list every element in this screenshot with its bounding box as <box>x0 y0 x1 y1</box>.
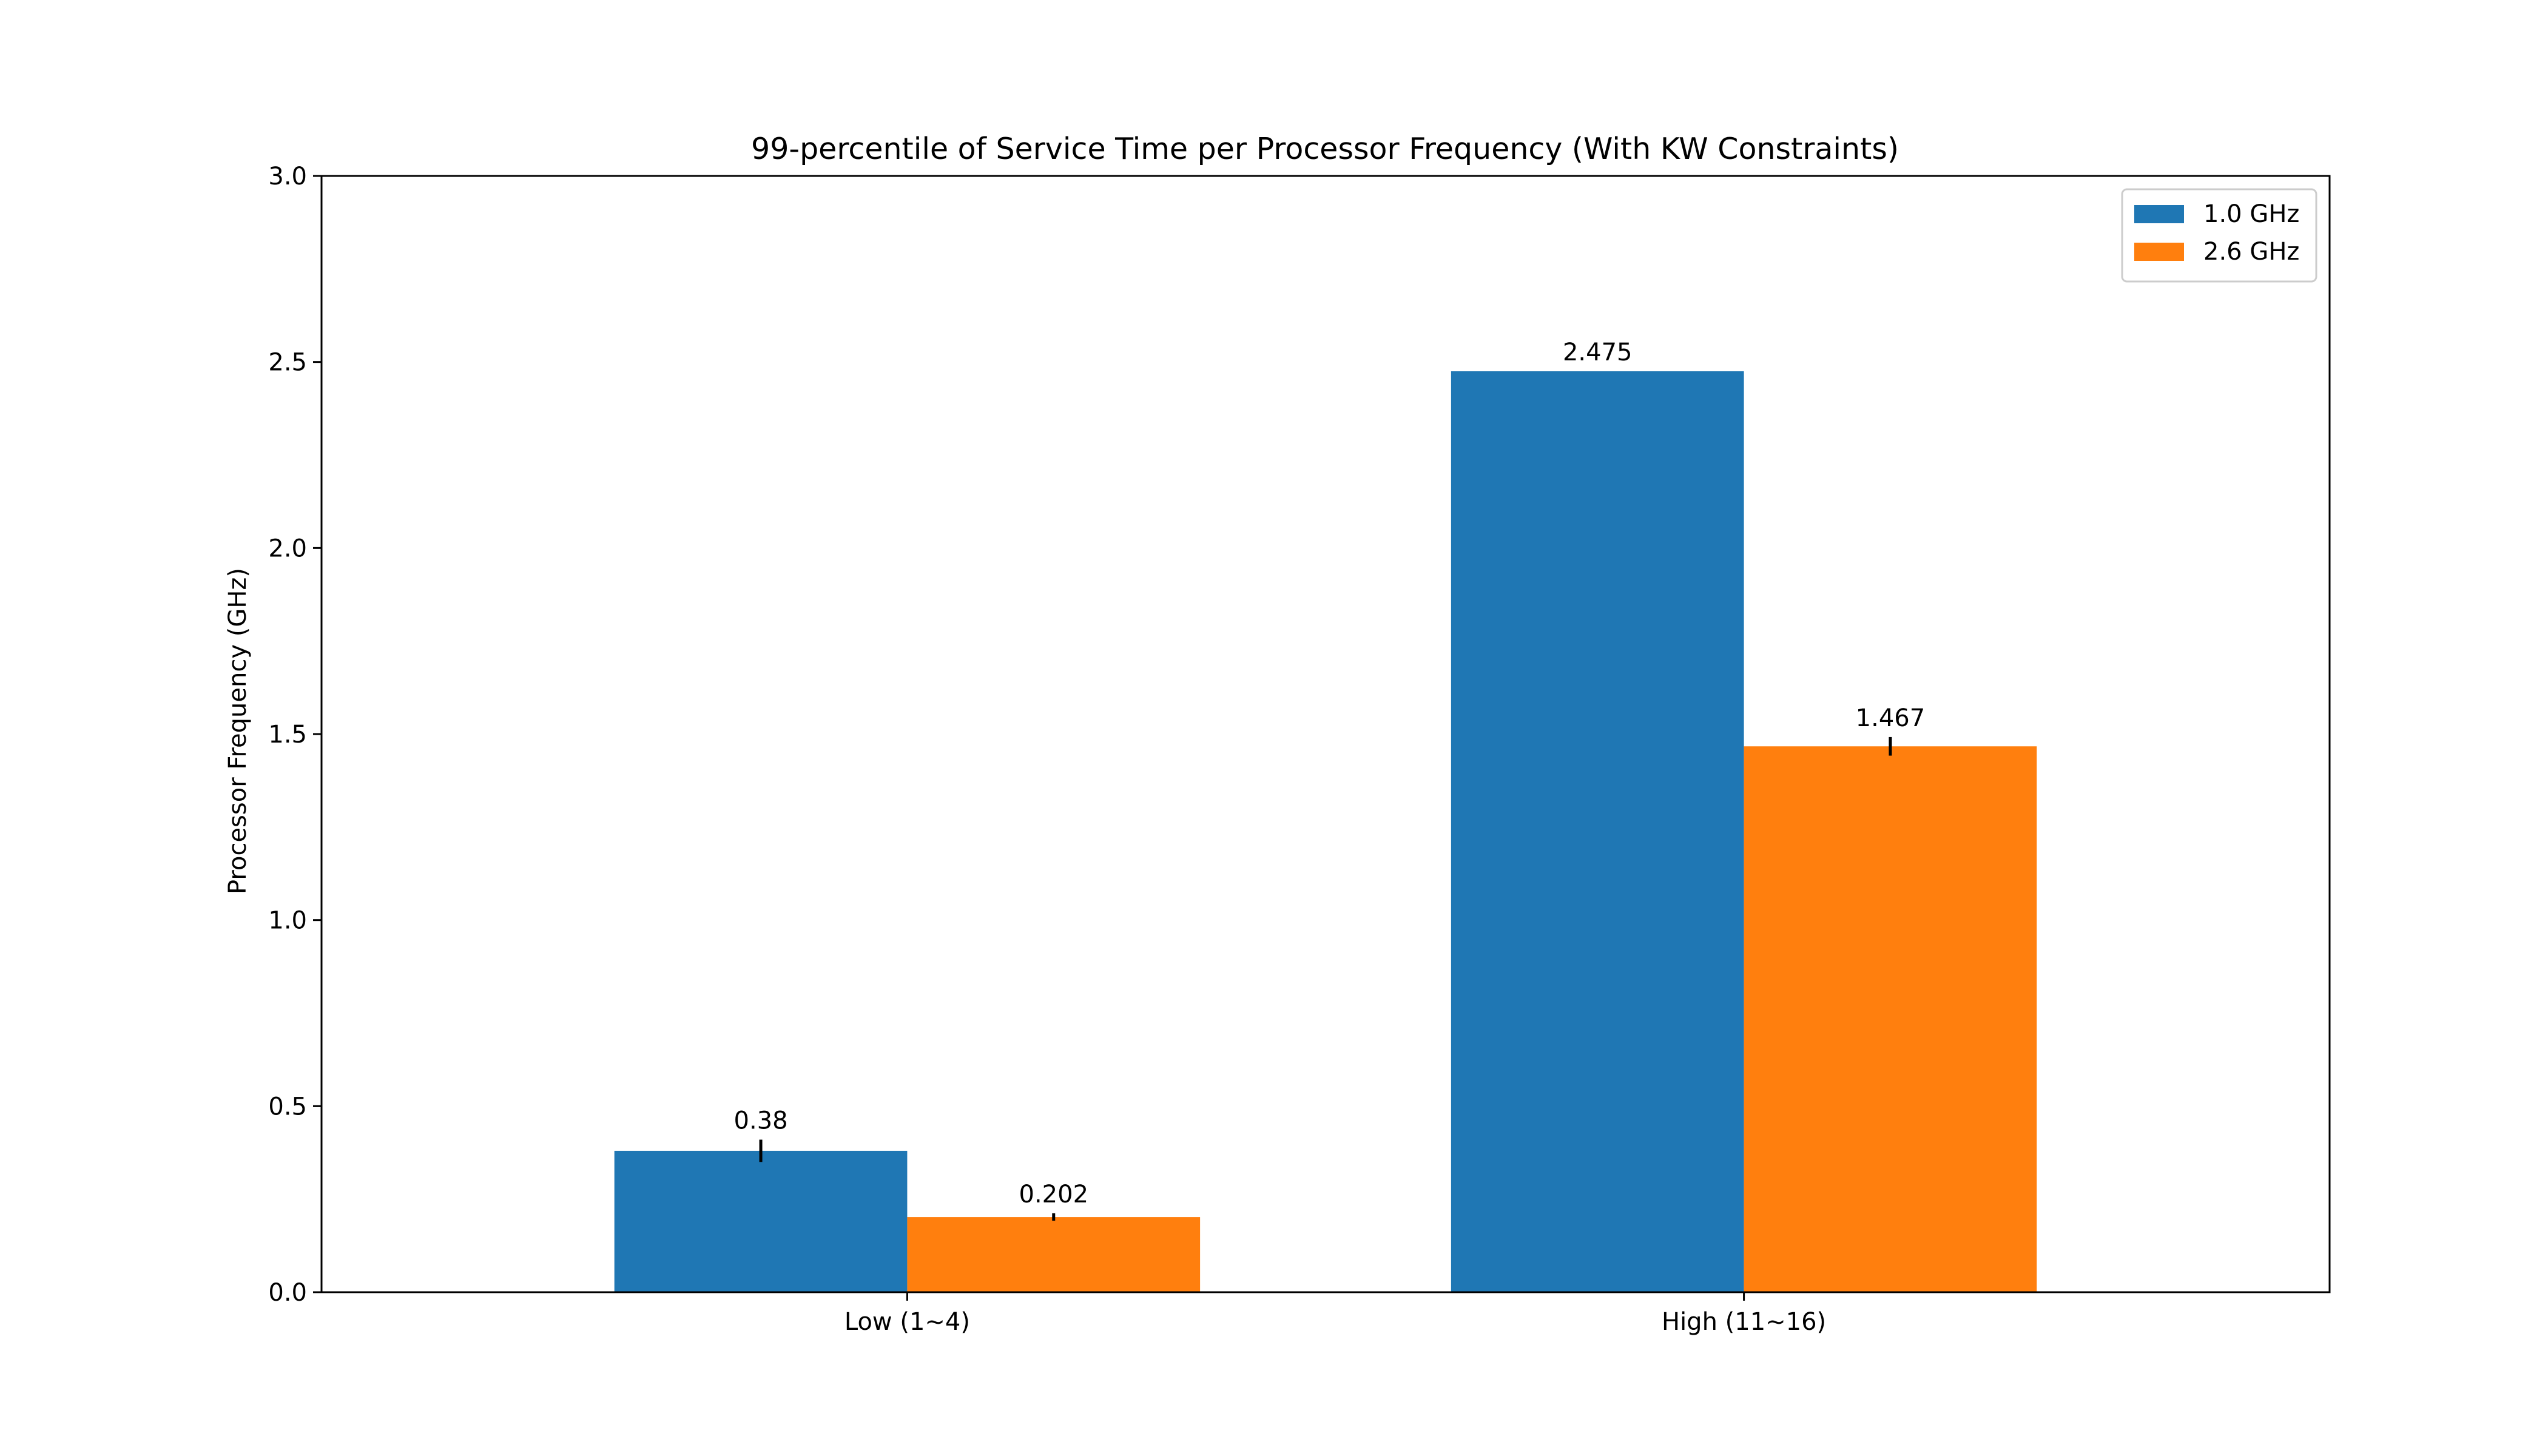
legend: 1.0 GHz 2.6 GHz <box>2121 188 2317 283</box>
y-axis-label: Processor Frequency (GHz) <box>224 568 252 894</box>
x-tick-label: Low (1~4) <box>844 1308 970 1336</box>
y-tick-label: 2.5 <box>268 349 307 377</box>
value-labels: 0.38 0.202 2.475 1.467 <box>734 339 1926 1208</box>
chart-title: 99-percentile of Service Time per Proces… <box>751 132 1899 166</box>
y-axis: 0.0 0.5 1.0 1.5 2.0 2.5 3.0 <box>268 163 322 1307</box>
y-tick-label: 1.5 <box>268 721 307 749</box>
bars-layer <box>614 371 2037 1292</box>
bar-value-label: 1.467 <box>1856 704 1926 732</box>
bar <box>614 1150 908 1292</box>
legend-swatch <box>2134 243 2184 261</box>
y-tick-label: 3.0 <box>268 163 307 190</box>
errorbars-layer <box>759 736 1892 1221</box>
y-tick-label: 1.0 <box>268 907 307 935</box>
bar <box>907 1217 1201 1292</box>
x-axis: Low (1~4) High (11~16) <box>844 1292 1826 1336</box>
bar-value-label: 2.475 <box>1563 339 1633 366</box>
bar <box>1744 746 2037 1292</box>
y-tick-label: 0.5 <box>268 1093 307 1121</box>
bar-value-label: 0.38 <box>734 1107 788 1135</box>
bar-value-label: 0.202 <box>1019 1181 1089 1208</box>
x-tick-label: High (11~16) <box>1662 1308 1826 1336</box>
y-tick-label: 2.0 <box>268 534 307 562</box>
legend-swatch <box>2134 205 2184 223</box>
plot-frame <box>320 175 2331 1293</box>
y-tick-label: 0.0 <box>268 1279 307 1307</box>
legend-label: 2.6 GHz <box>2203 238 2299 266</box>
legend-label: 1.0 GHz <box>2203 200 2299 228</box>
bar <box>1451 371 1744 1292</box>
